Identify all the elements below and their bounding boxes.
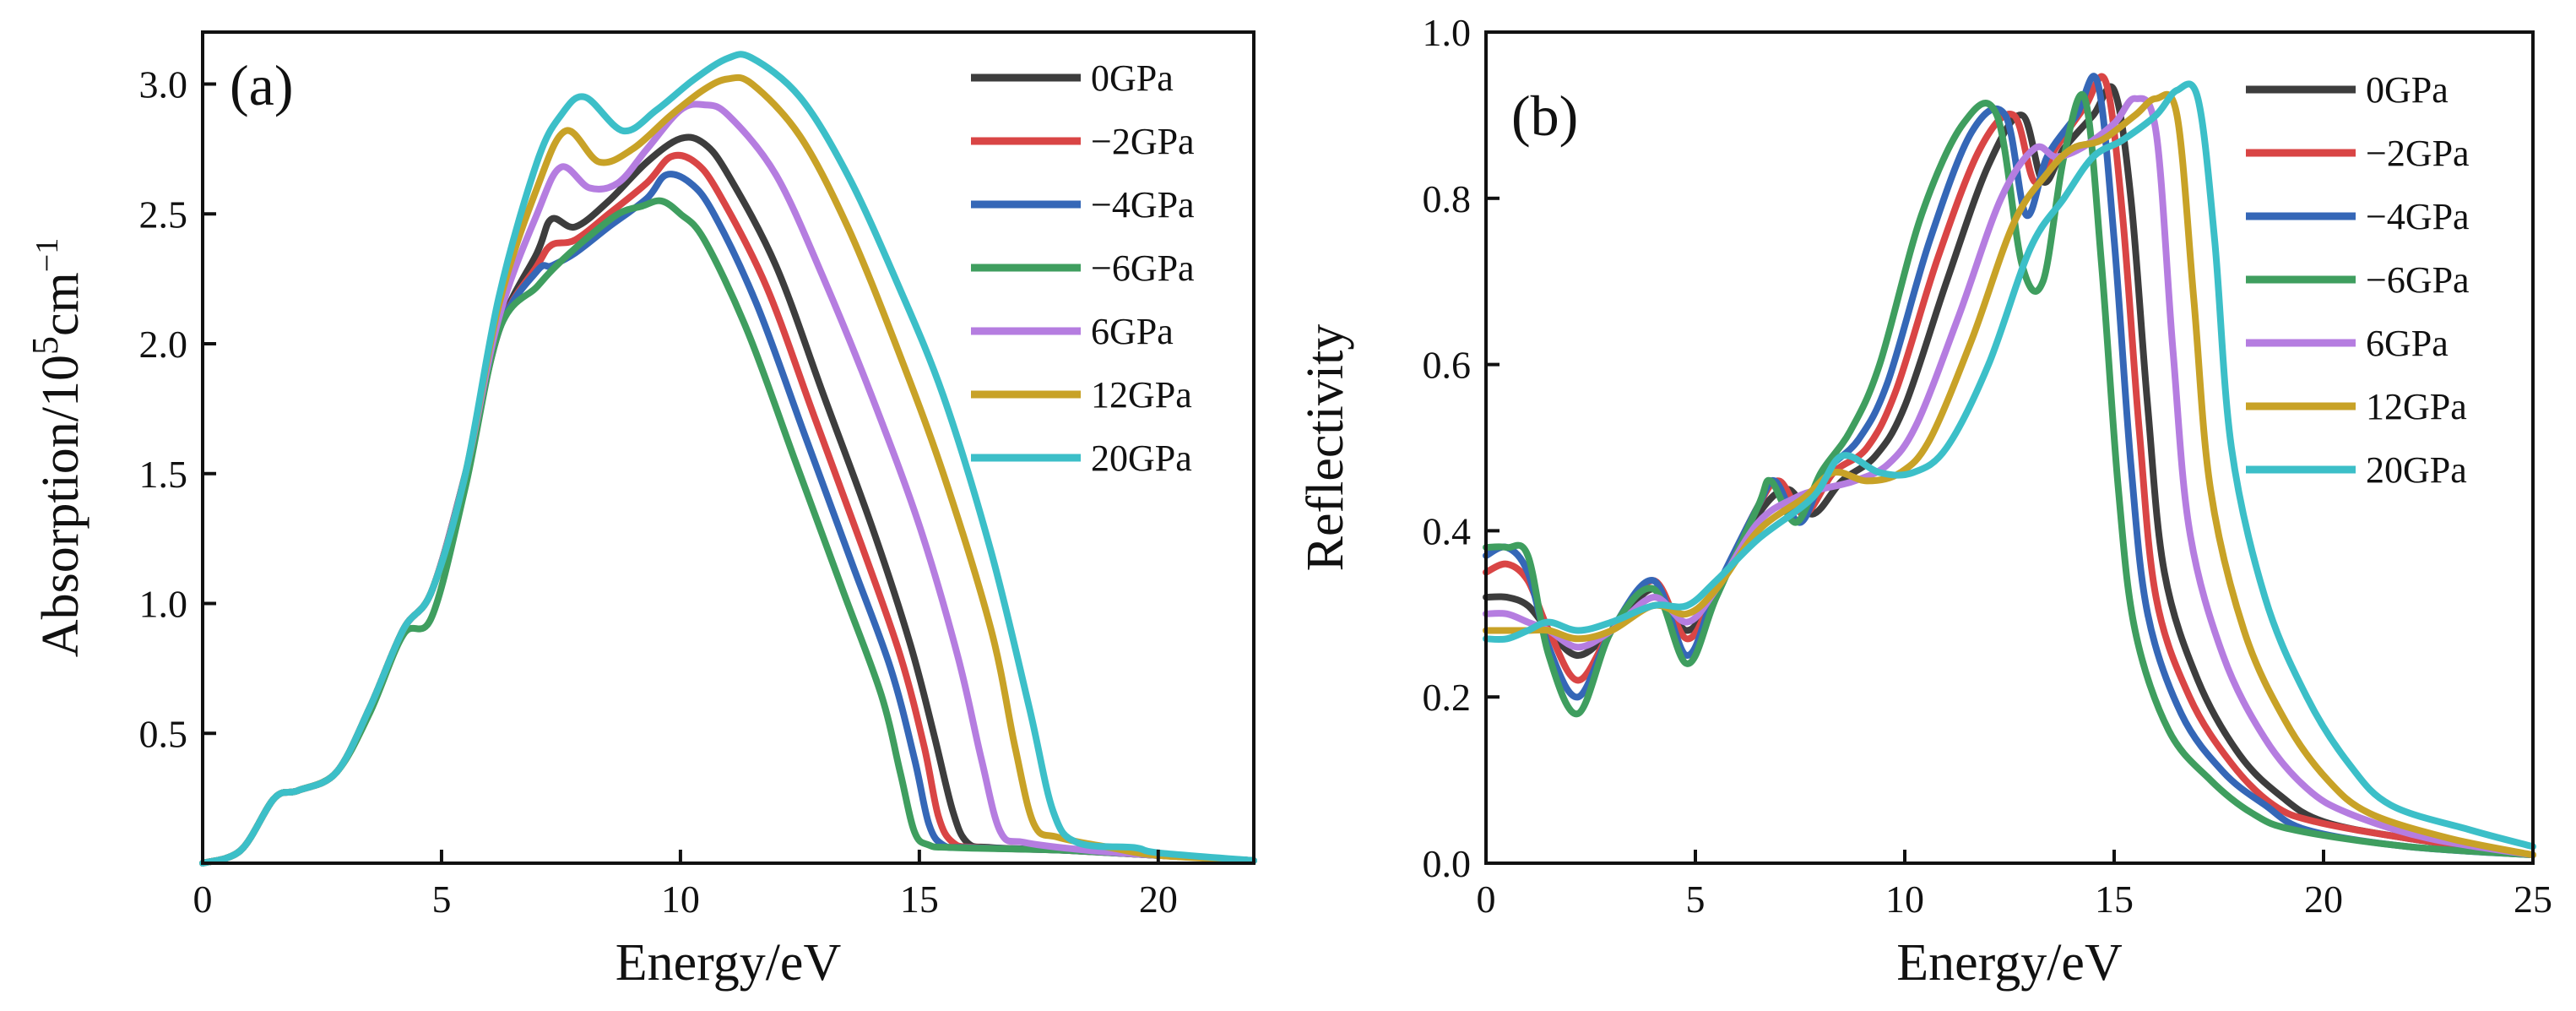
legend-label-12GPa: 12GPa bbox=[1091, 374, 1192, 416]
legend-label-6GPa: 6GPa bbox=[1091, 311, 1174, 352]
x-tick-label: 20 bbox=[2304, 878, 2343, 921]
x-tick-label: 5 bbox=[1686, 878, 1706, 921]
plot-frame bbox=[1484, 30, 2535, 865]
y-axis-title: Reflectivity bbox=[1297, 324, 1354, 572]
y-axis-title: Absorption/105cm−1 bbox=[24, 238, 89, 657]
y-tick-label: 1.0 bbox=[139, 583, 188, 626]
legend-label-−2GPa: −2GPa bbox=[1091, 121, 1195, 162]
x-axis-title: Energy/eV bbox=[1896, 934, 2123, 992]
legend: 0GPa −2GPa −4GPa −6GPa 6GPa 12GPa 20GPa bbox=[2246, 69, 2470, 491]
legend-label-12GPa: 12GPa bbox=[2366, 386, 2467, 427]
y-tick-label: 0.8 bbox=[1423, 177, 1472, 220]
x-tick-label: 25 bbox=[2514, 878, 2552, 921]
series-line-−6GPa bbox=[1483, 90, 2536, 859]
series-lines bbox=[1483, 73, 2536, 859]
x-tick-label: 15 bbox=[900, 878, 939, 921]
panel-label: (a) bbox=[230, 53, 293, 117]
x-tick-label: 20 bbox=[1139, 878, 1178, 921]
legend-label-−2GPa: −2GPa bbox=[2366, 133, 2470, 174]
y-tick-label: 2.5 bbox=[139, 193, 188, 236]
x-tick-label: 0 bbox=[1477, 878, 1496, 921]
plot-frame bbox=[201, 30, 1255, 865]
series-line-20GPa bbox=[199, 51, 1257, 867]
reflectivity-chart: 0 5 10 15 20 25 0.0 0.2 0.4 0.6 0.8 1.0 Energy/eV Ref… bbox=[1297, 11, 2552, 992]
legend: 0GPa −2GPa −4GPa −6GPa 6GPa 12GPa 20GPa bbox=[971, 57, 1195, 479]
y-tick-label: 3.0 bbox=[139, 63, 188, 106]
series-line-6GPa bbox=[1483, 95, 2536, 859]
x-axis-title: Energy/eV bbox=[616, 934, 842, 992]
legend-label-−6GPa: −6GPa bbox=[2366, 259, 2470, 301]
series-line-20GPa bbox=[1483, 80, 2536, 851]
legend-label-−6GPa: −6GPa bbox=[1091, 247, 1195, 289]
y-tick-label: 0.4 bbox=[1423, 509, 1472, 552]
legend-label-20GPa: 20GPa bbox=[1091, 438, 1192, 479]
y-tick-label: 1.0 bbox=[1423, 11, 1472, 54]
x-tick-label: 0 bbox=[193, 878, 213, 921]
x-tick-label: 10 bbox=[1885, 878, 1924, 921]
legend-label-−4GPa: −4GPa bbox=[1091, 184, 1195, 226]
y-tick-label: 0.6 bbox=[1423, 344, 1472, 387]
legend-label-0GPa: 0GPa bbox=[1091, 57, 1174, 99]
y-tick-label: 1.5 bbox=[139, 453, 188, 496]
legend-label-−4GPa: −4GPa bbox=[2366, 196, 2470, 237]
panel-label: (b) bbox=[1511, 84, 1578, 148]
series-lines bbox=[199, 51, 1257, 867]
y-tick-label: 0.5 bbox=[139, 712, 188, 755]
x-tick-label: 5 bbox=[431, 878, 451, 921]
series-line-−6GPa bbox=[199, 197, 1257, 867]
legend-label-6GPa: 6GPa bbox=[2366, 323, 2449, 364]
absorption-chart: 0 5 10 15 20 0.5 1.0 1.5 2.0 2.5 3.0 Energy/eV Absor… bbox=[24, 30, 1257, 992]
legend-label-20GPa: 20GPa bbox=[2366, 449, 2467, 491]
y-tick-label: 2.0 bbox=[139, 323, 188, 366]
x-tick-label: 10 bbox=[661, 878, 700, 921]
x-tick-label: 15 bbox=[2095, 878, 2134, 921]
y-tick-label: 0.2 bbox=[1423, 676, 1472, 719]
y-tick-label: 0.0 bbox=[1423, 842, 1472, 885]
legend-label-0GPa: 0GPa bbox=[2366, 69, 2449, 111]
